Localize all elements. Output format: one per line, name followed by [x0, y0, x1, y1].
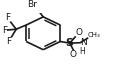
- Text: H: H: [79, 47, 85, 56]
- Text: O: O: [70, 50, 77, 59]
- Text: F: F: [6, 37, 11, 46]
- Text: Br: Br: [27, 1, 37, 10]
- Text: O: O: [75, 28, 83, 37]
- Text: F: F: [2, 26, 8, 34]
- Text: N: N: [80, 38, 87, 47]
- Text: F: F: [5, 13, 10, 22]
- Text: CH₃: CH₃: [88, 32, 101, 38]
- Text: S: S: [66, 38, 74, 48]
